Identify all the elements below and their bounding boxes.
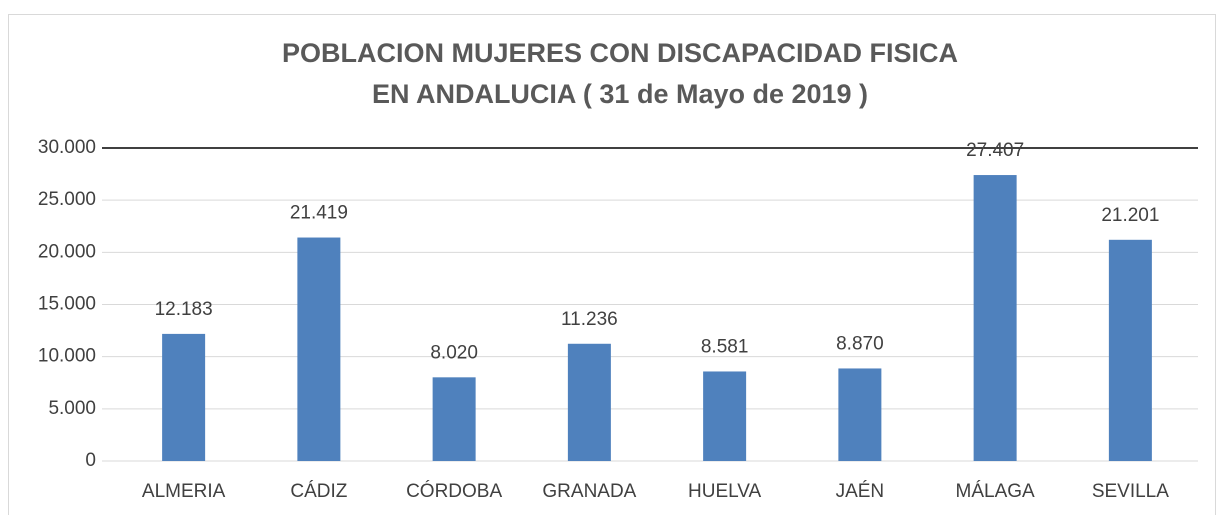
y-tick-label: 10.000 — [38, 346, 96, 367]
data-label: 21.419 — [290, 203, 348, 224]
x-tick-label: HUELVA — [688, 481, 762, 502]
x-tick-label: MÁLAGA — [956, 481, 1036, 502]
data-label: 8.581 — [701, 336, 749, 357]
bar — [973, 175, 1017, 461]
data-label: 8.020 — [430, 342, 478, 363]
bar — [838, 368, 882, 461]
chart-title: EN ANDALUCIA ( 31 de Mayo de 2019 ) — [372, 79, 868, 109]
chart-title: POBLACION MUJERES CON DISCAPACIDAD FISIC… — [282, 38, 958, 68]
x-tick-label: CÓRDOBA — [406, 480, 502, 502]
bar — [1108, 239, 1152, 461]
y-tick-label: 30.000 — [38, 137, 96, 158]
y-tick-label: 25.000 — [38, 189, 96, 210]
bar — [297, 237, 341, 461]
y-tick-label: 0 — [85, 450, 96, 471]
x-tick-label: ALMERIA — [142, 481, 226, 502]
data-label: 11.236 — [561, 309, 618, 330]
bar — [432, 377, 476, 461]
data-label: 27.407 — [966, 140, 1024, 161]
y-tick-label: 15.000 — [38, 294, 96, 315]
y-tick-label: 20.000 — [38, 241, 96, 262]
bar — [703, 371, 747, 461]
data-label: 21.201 — [1101, 205, 1159, 226]
data-label: 12.183 — [155, 299, 213, 320]
y-tick-label: 5.000 — [48, 398, 96, 419]
bar — [567, 343, 611, 461]
x-tick-label: GRANADA — [542, 481, 636, 502]
chart-border — [8, 14, 1216, 515]
x-tick-label: CÁDIZ — [290, 481, 347, 502]
x-tick-label: SEVILLA — [1092, 481, 1169, 502]
data-label: 8.870 — [836, 333, 884, 354]
bar — [162, 333, 206, 461]
x-tick-label: JAÉN — [836, 481, 885, 502]
